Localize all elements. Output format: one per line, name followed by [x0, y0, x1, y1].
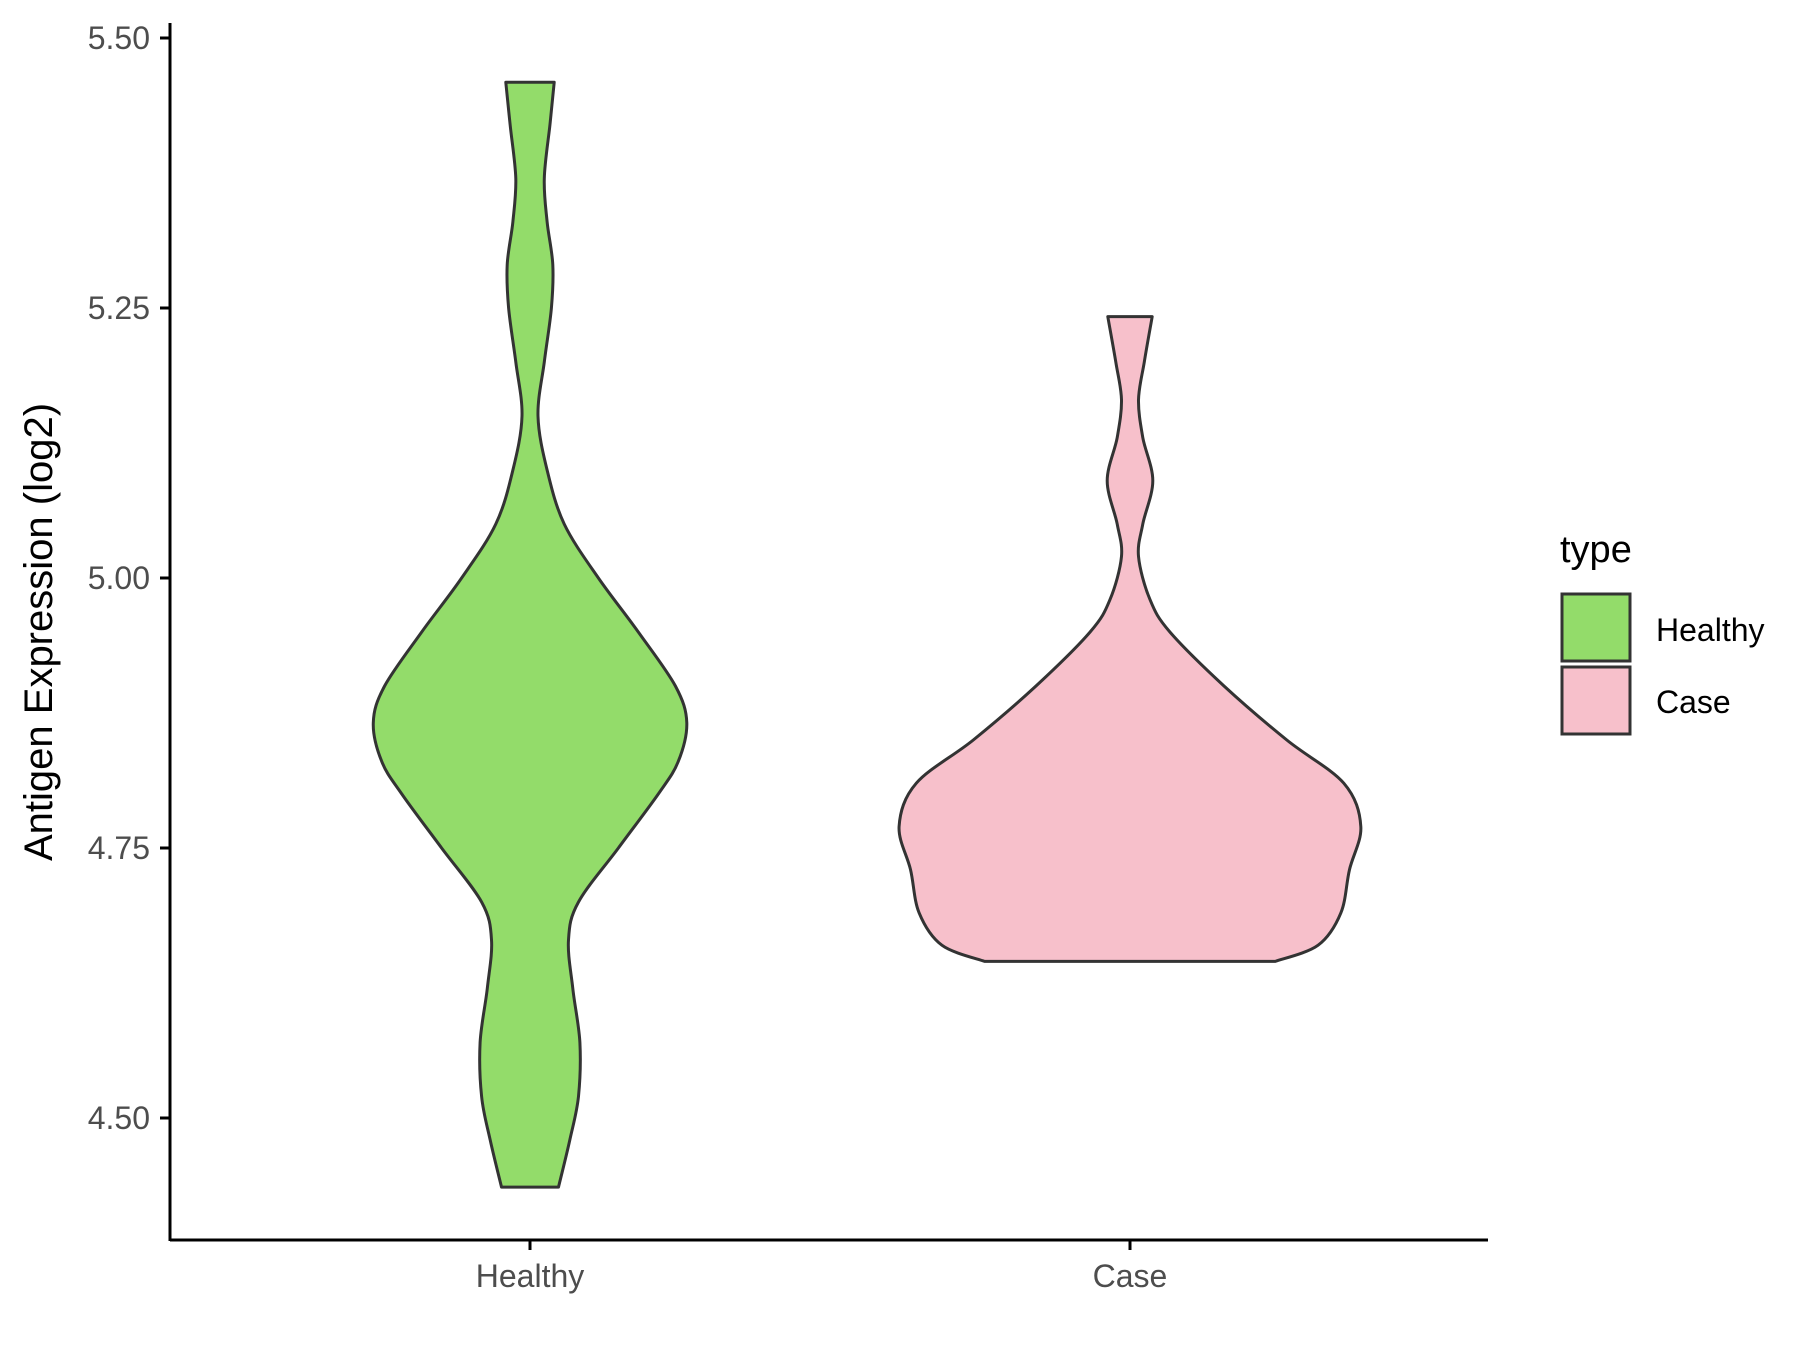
- y-tick-label: 5.50: [88, 20, 150, 56]
- violin-case: [897, 315, 1363, 963]
- x-tick-label: Healthy: [476, 1258, 585, 1294]
- y-tick-label: 5.25: [88, 290, 150, 326]
- y-tick-label: 4.75: [88, 830, 150, 866]
- legend-key-case: [1560, 665, 1632, 736]
- y-ticks: 4.50 4.75 5.00 5.25 5.50: [88, 20, 170, 1136]
- legend-title: type: [1560, 529, 1632, 571]
- x-tick-label: Case: [1093, 1258, 1168, 1294]
- legend-label-case: Case: [1656, 684, 1731, 720]
- violin-layer: [371, 80, 1363, 1189]
- legend-key-healthy: [1560, 592, 1632, 663]
- y-tick-label: 5.00: [88, 560, 150, 596]
- legend-label-healthy: Healthy: [1656, 612, 1765, 648]
- legend: type Healthy Case: [1560, 529, 1765, 736]
- y-axis-label: Antigen Expression (log2): [17, 403, 61, 861]
- violin-healthy: [371, 80, 689, 1189]
- y-tick-label: 4.50: [88, 1100, 150, 1136]
- x-ticks: Healthy Case: [476, 1240, 1168, 1294]
- axes: 4.50 4.75 5.00 5.25 5.50 Healthy Case: [88, 20, 1488, 1294]
